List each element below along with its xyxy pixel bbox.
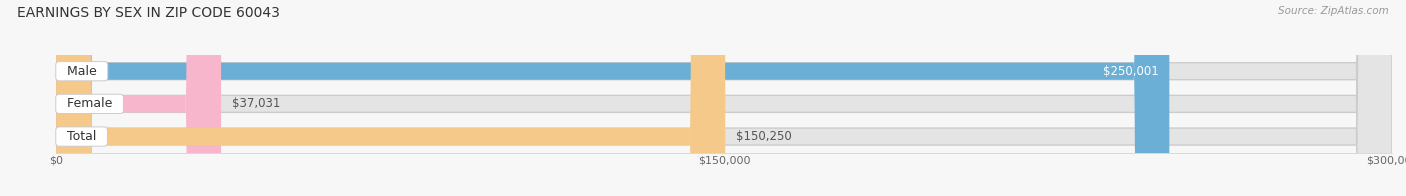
- Text: $250,001: $250,001: [1102, 65, 1159, 78]
- FancyBboxPatch shape: [56, 0, 725, 196]
- Text: Source: ZipAtlas.com: Source: ZipAtlas.com: [1278, 6, 1389, 16]
- FancyBboxPatch shape: [56, 0, 1392, 196]
- FancyBboxPatch shape: [56, 0, 1170, 196]
- Text: $150,250: $150,250: [735, 130, 792, 143]
- Text: Total: Total: [59, 130, 104, 143]
- Text: Male: Male: [59, 65, 104, 78]
- FancyBboxPatch shape: [56, 0, 1392, 196]
- FancyBboxPatch shape: [56, 0, 1392, 196]
- FancyBboxPatch shape: [56, 0, 221, 196]
- Text: EARNINGS BY SEX IN ZIP CODE 60043: EARNINGS BY SEX IN ZIP CODE 60043: [17, 6, 280, 20]
- Text: Female: Female: [59, 97, 121, 110]
- Text: $37,031: $37,031: [232, 97, 280, 110]
